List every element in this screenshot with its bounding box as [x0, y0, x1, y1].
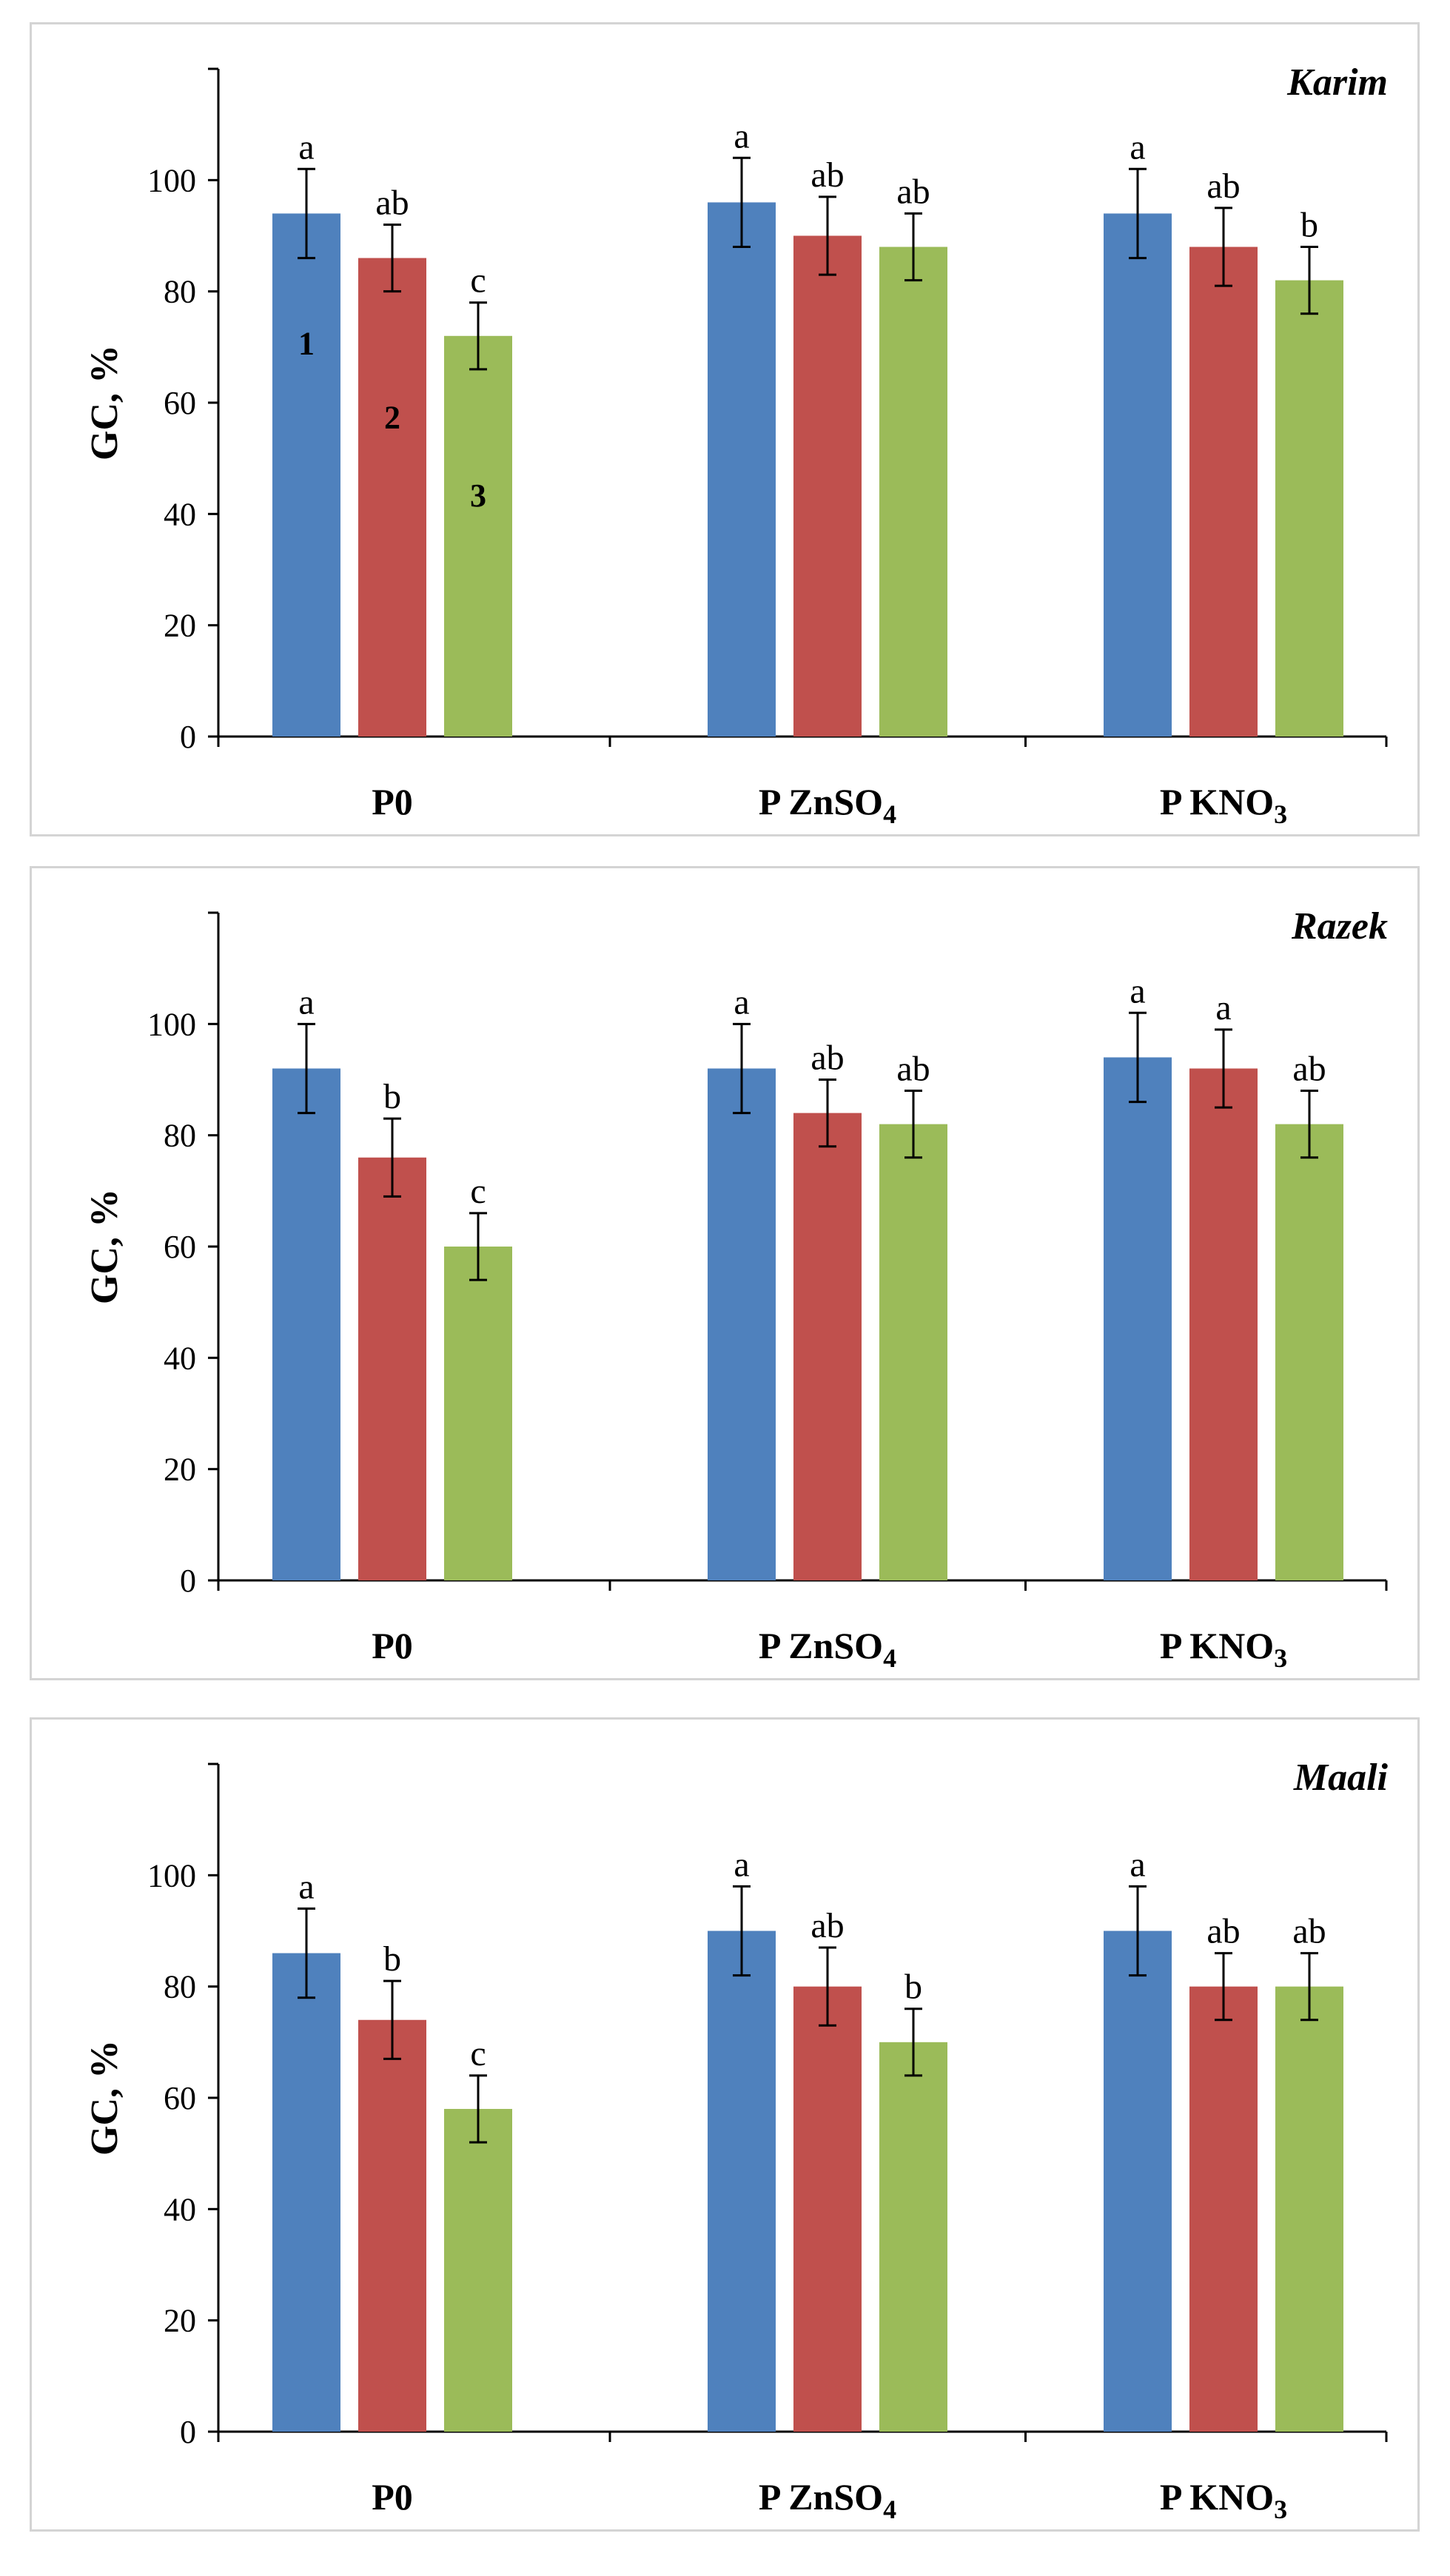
bar — [1275, 1986, 1343, 2432]
significance-letter: ab — [896, 1050, 930, 1089]
y-tick-label: 40 — [164, 1340, 196, 1376]
x-category-label: P ZnSO4 — [759, 2476, 896, 2524]
significance-letter: c — [470, 2034, 486, 2073]
significance-letter: a — [1130, 127, 1145, 167]
significance-letter: c — [470, 1172, 486, 1211]
bar — [793, 235, 862, 737]
significance-letter: a — [298, 1867, 314, 1906]
bar — [272, 1068, 340, 1580]
y-tick-label: 0 — [180, 1563, 196, 1599]
significance-letter: b — [383, 1077, 401, 1116]
significance-letter: b — [1300, 206, 1318, 245]
significance-letter: b — [904, 1968, 922, 2007]
bar — [708, 1931, 776, 2432]
significance-letter: a — [734, 1845, 749, 1884]
significance-letter: a — [734, 116, 749, 155]
chart-title: Razek — [1291, 905, 1388, 947]
significance-letter: ab — [896, 172, 930, 211]
significance-letter: a — [298, 982, 314, 1022]
bar-number-label: 2 — [384, 400, 400, 436]
bar — [1104, 213, 1172, 737]
y-tick-label: 0 — [180, 2414, 196, 2450]
significance-letter: ab — [810, 1906, 844, 1945]
chart-title: Karim — [1286, 61, 1388, 104]
x-category-label: P ZnSO4 — [759, 781, 896, 829]
bar — [358, 258, 426, 737]
y-tick-label: 100 — [147, 162, 196, 198]
x-category-label: P ZnSO4 — [759, 1625, 896, 1673]
y-tick-label: 0 — [180, 719, 196, 755]
chart-svg-karim: 0 20 40 60 80 100 a 1 ab 2 c 3 P0 a ab ab P ZnSO4 a ab b P K… — [84, 61, 1388, 829]
bar — [272, 1953, 340, 2432]
bar — [444, 335, 512, 737]
bar — [1189, 1986, 1258, 2432]
chart-panel-maali: 0 20 40 60 80 100 a b c P0 a ab b P ZnSO4 a ab ab P KNO3 G… — [30, 1717, 1420, 2532]
significance-letter: ab — [1206, 167, 1240, 206]
y-tick-label: 20 — [164, 1452, 196, 1488]
bar — [793, 1113, 862, 1580]
significance-letter: a — [298, 127, 314, 167]
x-category-label: P0 — [372, 781, 413, 822]
significance-letter: ab — [810, 155, 844, 195]
x-category-label: P KNO3 — [1160, 1625, 1287, 1673]
x-category-label: P KNO3 — [1160, 2476, 1287, 2524]
y-tick-label: 80 — [164, 1118, 196, 1154]
x-category-label: P KNO3 — [1160, 781, 1287, 829]
significance-letter: ab — [375, 183, 409, 222]
bar — [1104, 1931, 1172, 2432]
bar — [708, 1068, 776, 1580]
chart-panel-karim: 0 20 40 60 80 100 a 1 ab 2 c 3 P0 a ab ab P ZnSO4 a ab b P K… — [30, 22, 1420, 836]
bar — [879, 2042, 947, 2432]
significance-letter: ab — [810, 1039, 844, 1078]
y-tick-label: 40 — [164, 496, 196, 532]
significance-letter: c — [470, 261, 486, 301]
x-category-label: P0 — [372, 2476, 413, 2518]
y-tick-label: 100 — [147, 1006, 196, 1042]
significance-letter: ab — [1292, 1050, 1326, 1089]
y-tick-label: 20 — [164, 2303, 196, 2339]
bar — [358, 1157, 426, 1580]
y-tick-label: 20 — [164, 608, 196, 644]
significance-letter: ab — [1292, 1912, 1326, 1951]
bar — [1104, 1057, 1172, 1580]
bar — [444, 1247, 512, 1580]
bar-number-label: 3 — [470, 477, 486, 514]
bar-number-label: 1 — [298, 325, 315, 361]
bar — [358, 2019, 426, 2432]
significance-letter: ab — [1206, 1912, 1240, 1951]
significance-letter: a — [1130, 971, 1145, 1010]
y-axis-label: GC, % — [84, 1189, 126, 1304]
bar — [708, 202, 776, 737]
y-tick-label: 80 — [164, 274, 196, 310]
bar — [444, 2109, 512, 2432]
y-axis-label: GC, % — [84, 345, 126, 460]
significance-letter: a — [1130, 1845, 1145, 1884]
chart-panel-razek: 0 20 40 60 80 100 a b c P0 a ab ab P ZnSO4 a a ab P KNO3 G… — [30, 866, 1420, 1680]
chart-title: Maali — [1293, 1757, 1389, 1799]
bar — [1189, 1068, 1258, 1580]
y-tick-label: 60 — [164, 1229, 196, 1265]
y-tick-label: 60 — [164, 2080, 196, 2116]
y-tick-label: 60 — [164, 385, 196, 421]
bar — [793, 1986, 862, 2432]
significance-letter: a — [1215, 988, 1231, 1027]
y-tick-label: 100 — [147, 1857, 196, 1894]
bar — [1189, 246, 1258, 737]
x-category-label: P0 — [372, 1625, 413, 1666]
y-axis-label: GC, % — [84, 2040, 126, 2156]
y-tick-label: 40 — [164, 2191, 196, 2227]
bar — [879, 1124, 947, 1580]
bar — [1275, 1124, 1343, 1580]
bar — [272, 213, 340, 737]
y-tick-label: 80 — [164, 1969, 196, 2005]
significance-letter: a — [734, 982, 749, 1022]
bar — [1275, 280, 1343, 737]
significance-letter: b — [383, 1939, 401, 1979]
bar — [879, 246, 947, 737]
